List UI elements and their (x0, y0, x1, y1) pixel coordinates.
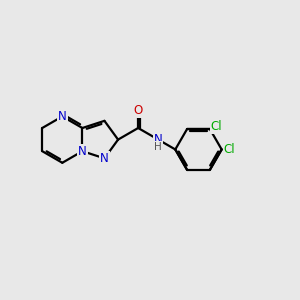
Text: N: N (154, 133, 163, 146)
Text: Cl: Cl (211, 120, 222, 133)
Text: N: N (58, 110, 67, 123)
Text: N: N (78, 145, 87, 158)
Text: H: H (154, 142, 162, 152)
Text: N: N (100, 152, 109, 165)
Text: Cl: Cl (224, 143, 235, 156)
Text: O: O (134, 104, 143, 117)
